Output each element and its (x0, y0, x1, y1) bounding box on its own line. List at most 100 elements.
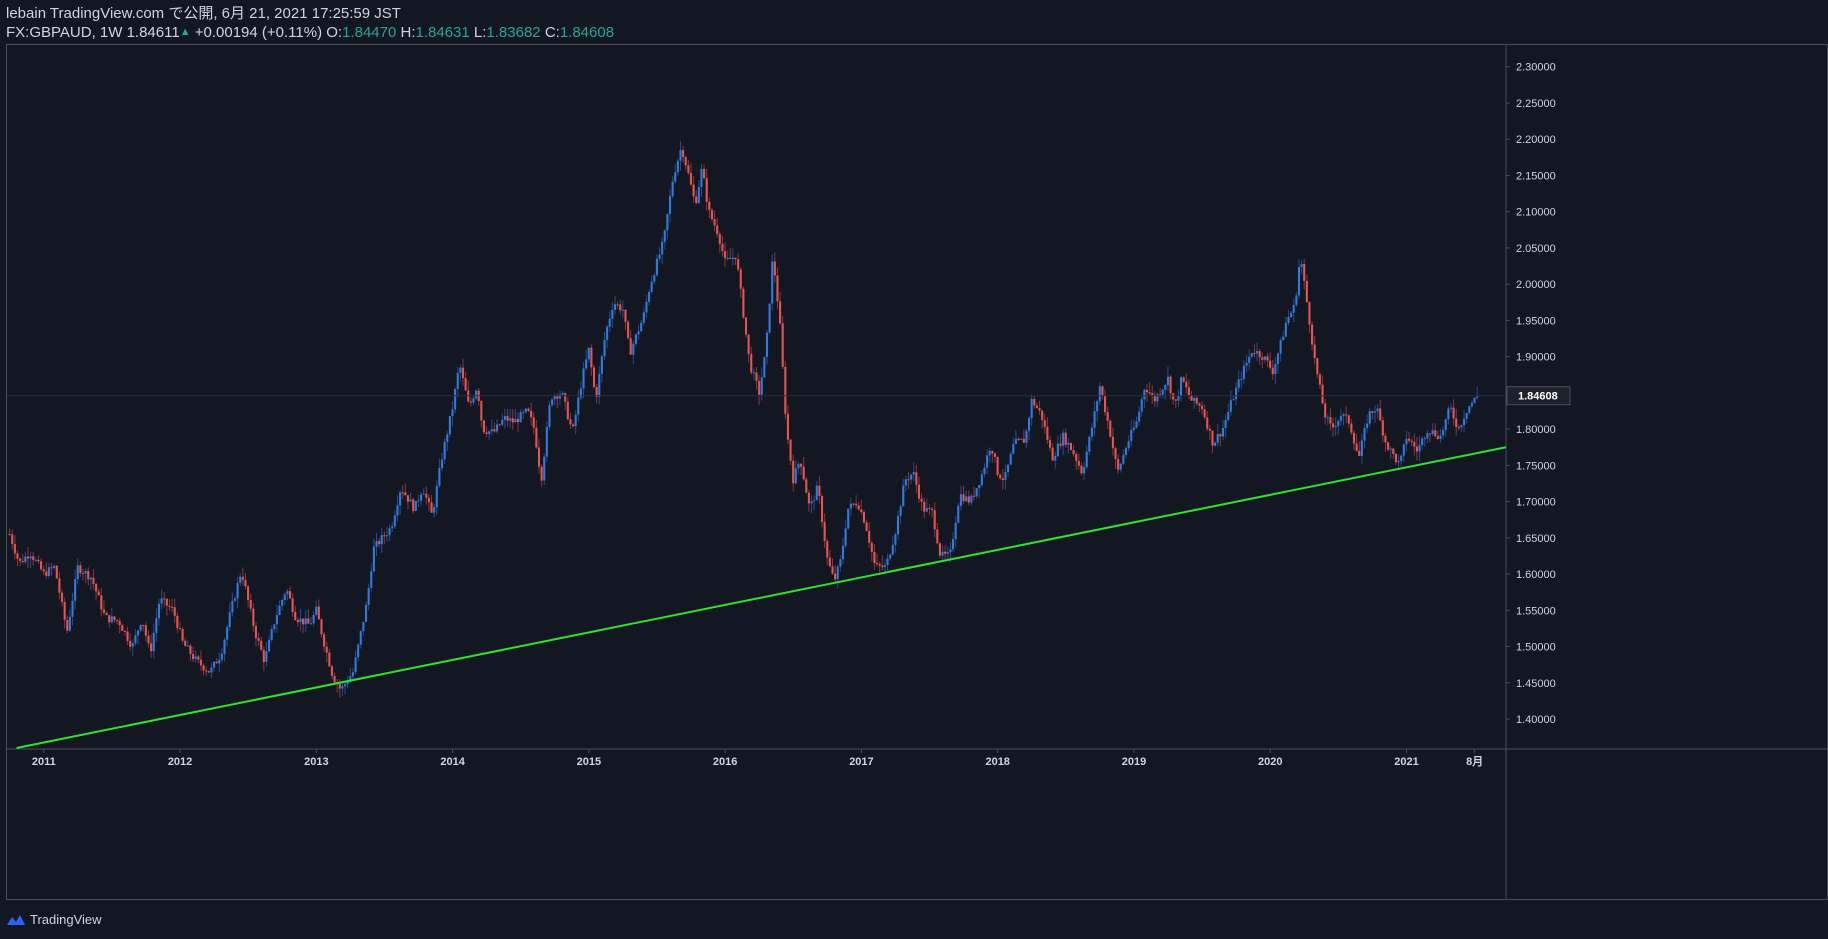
candle-down (262, 649, 265, 662)
candle-down (1313, 344, 1316, 359)
candle-up (676, 160, 679, 173)
candle-up (763, 357, 766, 378)
candle-up (1337, 420, 1340, 427)
candle-up (1119, 463, 1122, 470)
candle-up (1431, 430, 1434, 434)
candle-up (1085, 451, 1088, 468)
candle-down (26, 556, 30, 559)
candle-down (878, 563, 881, 566)
tradingview-footer[interactable]: TradingView (6, 912, 102, 927)
x-tick-label: 2015 (577, 756, 601, 768)
candle-down (412, 499, 415, 512)
candle-down (800, 463, 803, 467)
candle-down (461, 367, 465, 378)
candle-down (590, 347, 593, 368)
price-badge-bg (1506, 386, 1571, 406)
candle-down (1219, 434, 1222, 437)
candle-up (367, 588, 370, 605)
candle-down (535, 427, 538, 448)
candle-up (896, 515, 900, 535)
candle-down (469, 401, 472, 403)
candle-down (1048, 440, 1052, 448)
candle-down (928, 507, 931, 509)
y-tick-label: 2.30000 (1516, 62, 1556, 74)
candle-down (330, 666, 334, 676)
candle-up (634, 334, 637, 344)
candle-up (975, 488, 978, 497)
candle-down (1266, 356, 1269, 361)
candle-up (496, 424, 499, 432)
candle-up (925, 507, 928, 512)
candle-down (944, 551, 947, 554)
symbol-ohlc-row: FX:GBPAUD, 1W 1.84611▲ +0.00194 (+0.11%)… (6, 23, 614, 42)
candle-down (178, 628, 182, 630)
candle-down (865, 522, 868, 531)
candle-down (1269, 360, 1272, 368)
symbol-label[interactable]: FX:GBPAUD, 1W (6, 24, 123, 41)
candle-up (454, 389, 457, 410)
candle-up (1143, 389, 1146, 400)
candle-up (1368, 411, 1371, 424)
candle-up (951, 539, 955, 550)
candle-up (1193, 397, 1196, 401)
candle-down (338, 684, 341, 689)
candle-down (1072, 449, 1075, 455)
candle-up (370, 571, 373, 589)
candle-down (1318, 374, 1321, 385)
candle-up (1326, 417, 1329, 419)
candle-down (1190, 394, 1193, 401)
candle-down (1271, 367, 1274, 375)
candle-down (915, 472, 918, 485)
candle-down (705, 178, 708, 202)
candle-down (150, 643, 153, 652)
candle-up (661, 241, 664, 255)
candle-down (97, 591, 100, 596)
candle-down (116, 620, 119, 622)
candle-down (1195, 397, 1198, 404)
candle-down (493, 429, 496, 432)
candle-up (393, 515, 396, 527)
candle-down (1038, 408, 1041, 411)
candle-down (805, 479, 808, 493)
candle-down (1017, 438, 1020, 440)
candle-up (1295, 295, 1298, 305)
candle-up (1287, 317, 1290, 324)
candle-up (1405, 438, 1408, 445)
candle-down (933, 510, 936, 530)
candle-up (642, 312, 645, 323)
candle-up (1025, 430, 1028, 443)
candle-up (1468, 406, 1471, 414)
candle-up (577, 397, 580, 415)
candle-up (543, 456, 546, 481)
chart-header: lebain TradingView.com で公開, 6月 21, 2021 … (6, 4, 614, 42)
candle-up (231, 600, 234, 613)
candle-down (1114, 448, 1117, 459)
candle-up (1124, 448, 1128, 455)
candle-up (697, 187, 700, 203)
candle-up (1300, 264, 1303, 268)
candle-up (212, 661, 216, 668)
candle-up (194, 656, 197, 659)
candle-up (1232, 399, 1235, 401)
candle-down (1410, 440, 1413, 442)
candle-up (152, 632, 155, 652)
candle-up (1067, 442, 1070, 445)
support-trendline (16, 446, 1507, 749)
candle-up (561, 393, 564, 395)
candle-down (1103, 396, 1107, 413)
candle-down (333, 675, 336, 683)
candle-down (296, 619, 299, 623)
candle-up (574, 414, 577, 427)
candle-up (760, 377, 763, 395)
candle-up (420, 494, 423, 501)
candle-up (978, 485, 981, 489)
candle-down (807, 492, 810, 504)
candle-down (881, 565, 884, 568)
candle-down (1172, 393, 1175, 400)
y-tick-label: 1.80000 (1516, 424, 1556, 436)
candle-down (1331, 423, 1335, 428)
low-value: 1.83682 (486, 24, 541, 41)
y-tick-label: 2.00000 (1516, 279, 1556, 291)
candle-up (1009, 453, 1012, 465)
